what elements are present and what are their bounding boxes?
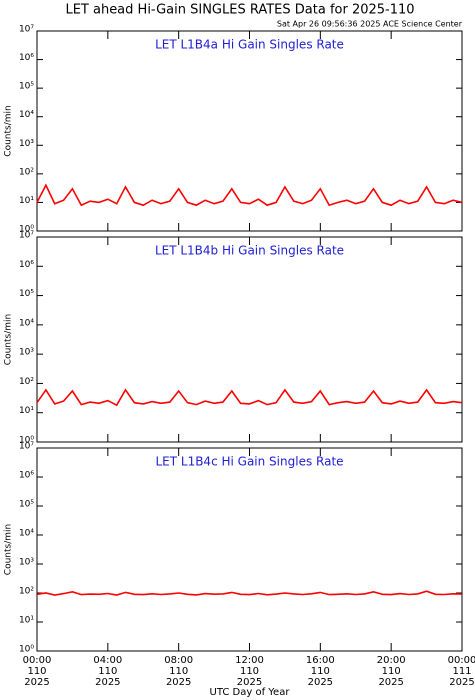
y-tick-label: 10² <box>19 167 34 177</box>
y-tick-label: 10¹ <box>19 616 34 626</box>
y-tick-label: 10⁰ <box>19 225 34 235</box>
y-tick-label: 10⁶ <box>19 53 34 63</box>
rate-line <box>36 388 463 407</box>
y-tick-label: 10⁰ <box>19 436 34 446</box>
x-tick-label: 12:00 110 2025 <box>235 655 264 688</box>
y-tick-label: 10⁷ <box>19 25 34 35</box>
y-tick-label: 10³ <box>19 558 34 568</box>
panel-title: LET L1B4c Hi Gain Singles Rate <box>155 455 343 469</box>
panel-title: LET L1B4a Hi Gain Singles Rate <box>155 38 344 52</box>
y-tick-label: 10¹ <box>19 406 34 416</box>
y-tick-label: 10⁶ <box>19 471 34 481</box>
y-tick-label: 10² <box>19 587 34 597</box>
y-axis-label: Counts/min <box>4 105 14 156</box>
rate-line <box>36 183 463 207</box>
x-axis-label: UTC Day of Year <box>210 687 291 698</box>
y-tick-label: 10⁰ <box>19 645 34 655</box>
rate-line <box>36 590 463 596</box>
y-axis-label: Counts/min <box>4 524 14 575</box>
y-tick-label: 10⁵ <box>19 82 34 92</box>
x-tick-label: 20:00 110 2025 <box>377 655 406 688</box>
y-tick-label: 10² <box>19 377 34 387</box>
y-tick-label: 10⁷ <box>19 442 34 452</box>
y-tick-label: 10⁶ <box>19 260 34 270</box>
y-tick-label: 10⁵ <box>19 500 34 510</box>
x-tick-label: 04:00 110 2025 <box>93 655 122 688</box>
timestamp: Sat Apr 26 09:56:36 2025 ACE Science Cen… <box>277 20 463 29</box>
x-tick-label: 08:00 110 2025 <box>164 655 193 688</box>
x-tick-label: 16:00 110 2025 <box>306 655 335 688</box>
x-tick-label: 00:00 110 2025 <box>23 655 52 688</box>
y-tick-label: 10⁴ <box>19 529 34 539</box>
y-tick-label: 10³ <box>19 348 34 358</box>
y-tick-label: 10¹ <box>19 196 34 206</box>
y-axis-label: Counts/min <box>4 314 14 365</box>
page-title: LET ahead Hi-Gain SINGLES RATES Data for… <box>65 3 414 18</box>
y-tick-label: 10³ <box>19 139 34 149</box>
y-tick-label: 10⁷ <box>19 231 34 241</box>
panel-title: LET L1B4b Hi Gain Singles Rate <box>155 244 344 258</box>
y-tick-label: 10⁵ <box>19 289 34 299</box>
y-tick-label: 10⁴ <box>19 110 34 120</box>
x-tick-label: 00:00 111 2025 <box>448 655 475 688</box>
y-tick-label: 10⁴ <box>19 318 34 328</box>
